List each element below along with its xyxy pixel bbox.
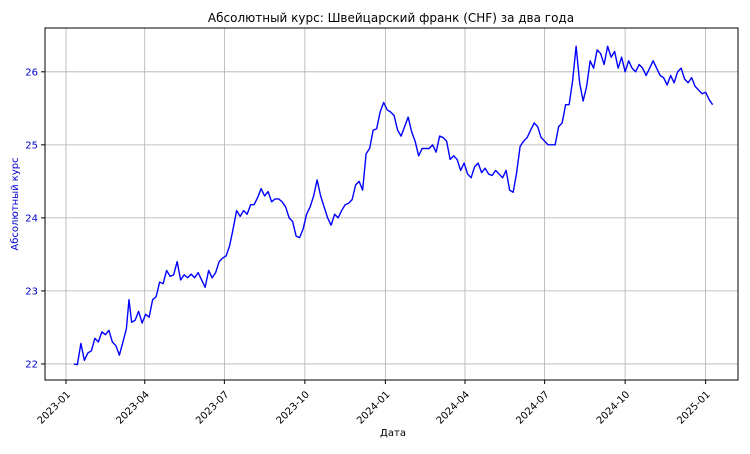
series-line bbox=[73, 45, 714, 366]
chart-title: Абсолютный курс: Швейцарский франк (CHF)… bbox=[208, 11, 574, 25]
grid bbox=[45, 28, 738, 380]
x-axis-label: Дата bbox=[380, 428, 406, 439]
plot-lines bbox=[73, 45, 714, 366]
y-tick-label: 26 bbox=[25, 67, 38, 78]
y-axis-ticks: 22 23 24 25 26 bbox=[25, 67, 45, 370]
y-tick-label: 24 bbox=[25, 213, 38, 224]
y-axis-label: Абсолютный курс bbox=[10, 157, 21, 250]
y-tick-label: 22 bbox=[25, 359, 38, 370]
y-tick-label: 23 bbox=[25, 286, 38, 297]
plot-frame bbox=[44, 27, 739, 381]
y-tick-label: 25 bbox=[25, 140, 38, 151]
